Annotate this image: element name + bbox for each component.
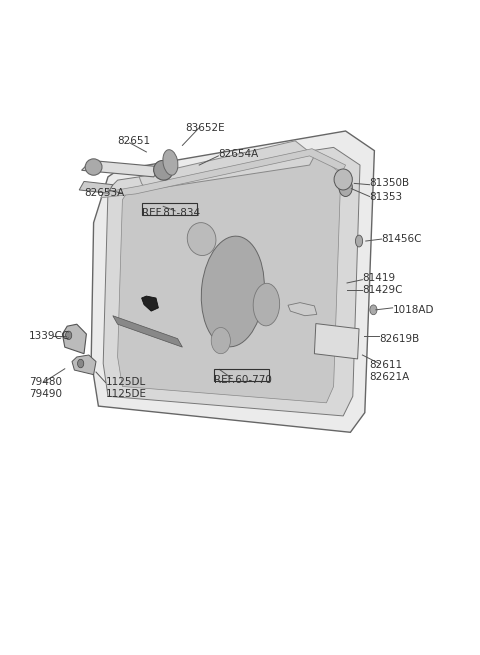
Text: 1339CC: 1339CC (29, 331, 70, 341)
Text: REF.60-770: REF.60-770 (214, 375, 272, 385)
Ellipse shape (253, 284, 280, 326)
Ellipse shape (85, 159, 102, 176)
Ellipse shape (355, 235, 363, 247)
Text: 1125DE: 1125DE (106, 388, 146, 399)
Ellipse shape (77, 359, 84, 367)
Text: 81353: 81353 (370, 191, 403, 202)
Polygon shape (82, 160, 163, 177)
Polygon shape (142, 296, 158, 311)
Ellipse shape (370, 305, 377, 315)
Polygon shape (91, 131, 374, 432)
Ellipse shape (339, 178, 352, 196)
Text: 82653A: 82653A (84, 188, 124, 198)
Polygon shape (118, 156, 341, 403)
Ellipse shape (334, 169, 352, 190)
Ellipse shape (163, 150, 178, 175)
Ellipse shape (154, 160, 173, 180)
Text: 81350B: 81350B (370, 178, 410, 189)
Text: 1125DL: 1125DL (106, 377, 146, 387)
Text: 82654A: 82654A (218, 149, 259, 159)
Polygon shape (79, 181, 113, 193)
Polygon shape (139, 141, 314, 190)
Ellipse shape (201, 236, 264, 346)
Text: 82611: 82611 (370, 360, 403, 370)
Text: 82651: 82651 (118, 136, 151, 146)
Polygon shape (62, 324, 86, 354)
Text: 1018AD: 1018AD (393, 305, 434, 315)
Ellipse shape (65, 331, 72, 339)
Text: REF.81-834: REF.81-834 (142, 208, 200, 218)
Text: 81429C: 81429C (362, 285, 403, 295)
Ellipse shape (187, 223, 216, 255)
Polygon shape (113, 316, 182, 347)
Text: 79490: 79490 (29, 388, 62, 399)
Text: 83652E: 83652E (185, 122, 225, 133)
Text: 81419: 81419 (362, 273, 396, 284)
Polygon shape (314, 324, 359, 359)
Text: 82621A: 82621A (370, 371, 410, 382)
Ellipse shape (211, 328, 230, 354)
Polygon shape (72, 355, 96, 375)
Polygon shape (101, 149, 346, 198)
Polygon shape (103, 147, 360, 416)
Text: 82619B: 82619B (379, 333, 420, 344)
Text: 79480: 79480 (29, 377, 62, 387)
Polygon shape (288, 303, 317, 316)
Text: 81456C: 81456C (382, 234, 422, 244)
